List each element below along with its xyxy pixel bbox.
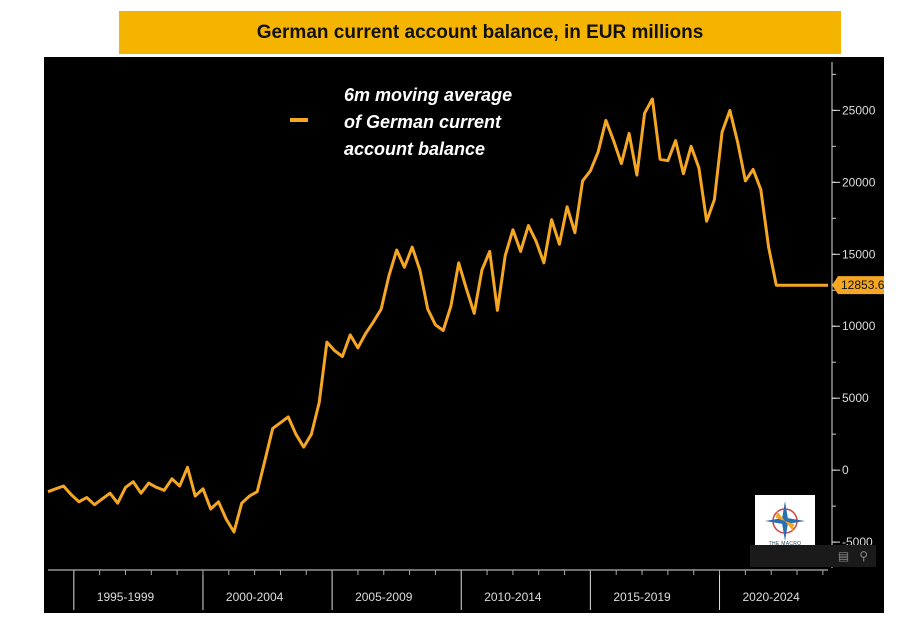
last-value-label: 12853.6 [841, 278, 885, 292]
y-tick-label: 20000 [842, 175, 876, 189]
y-tick-label: 0 [842, 463, 849, 477]
y-tick-label: 10000 [842, 319, 876, 333]
chart-title: German current account balance, in EUR m… [256, 21, 704, 43]
x-tick-label: 1995-1999 [97, 590, 155, 604]
x-tick-label: 2010-2014 [484, 590, 542, 604]
chart-panel [44, 57, 884, 613]
last-value-tag [832, 276, 884, 295]
chart-toolbar: ▤ ⚲ [750, 545, 876, 567]
table-icon[interactable]: ▤ [837, 549, 850, 563]
compass-rose-icon [765, 501, 805, 541]
x-tick-label: 2005-2009 [355, 590, 413, 604]
x-tick-label: 2020-2024 [742, 590, 800, 604]
x-tick-label: 2015-2019 [613, 590, 671, 604]
y-tick-label: 25000 [842, 103, 876, 117]
legend-label: 6m moving average of German current acco… [344, 85, 513, 159]
y-tick-label: 15000 [842, 247, 876, 261]
legend: 6m moving average of German current acco… [290, 82, 544, 163]
x-tick-label: 2000-2004 [226, 590, 284, 604]
title-bar: German current account balance, in EUR m… [119, 11, 841, 54]
legend-swatch [290, 118, 308, 122]
series-line [47, 97, 828, 534]
y-tick-label: 5000 [842, 391, 869, 405]
search-icon[interactable]: ⚲ [859, 549, 868, 563]
